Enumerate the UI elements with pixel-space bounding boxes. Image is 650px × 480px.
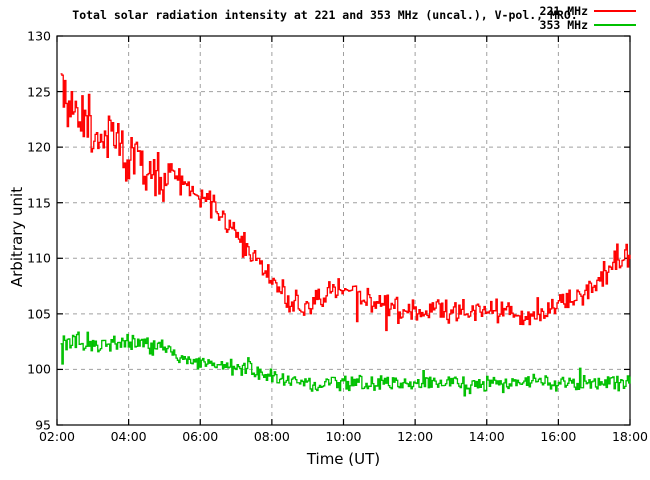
plot-border	[56, 35, 631, 426]
x-tick-label: 12:00	[397, 429, 434, 444]
chart-title: Total solar radiation intensity at 221 a…	[72, 8, 578, 22]
x-tick-label: 16:00	[540, 429, 577, 444]
grid-lines	[57, 36, 630, 425]
x-axis-label: Time (UT)	[306, 450, 381, 468]
legend-label-353: 353 MHz	[539, 18, 588, 32]
y-tick-label: 105	[27, 306, 51, 322]
legend-swatch-353	[594, 24, 636, 26]
x-tick-label: 06:00	[182, 429, 219, 444]
y-tick-label: 125	[27, 84, 51, 100]
legend-swatch-221	[594, 10, 636, 12]
legend-label-221: 221 MHz	[539, 4, 588, 18]
y-tick-label: 115	[27, 195, 51, 211]
x-tick-label: 02:00	[38, 429, 76, 444]
legend-entry-221: 221 MHz	[540, 4, 636, 18]
x-tick-label: 10:00	[325, 429, 362, 444]
chart-legend: 221 MHz 353 MHz	[534, 2, 642, 35]
y-tick-label: 110	[27, 250, 51, 266]
y-tick-label: 100	[27, 361, 51, 377]
data-series	[60, 73, 631, 397]
x-tick-label: 08:00	[253, 429, 290, 444]
legend-entry-353: 353 MHz	[540, 18, 636, 32]
x-tick-label: 18:00	[611, 429, 649, 444]
y-tick-label: 120	[27, 139, 51, 155]
x-tick-label: 14:00	[468, 429, 505, 444]
y-tick-label: 130	[27, 28, 51, 44]
y-tick-label: 95	[35, 417, 51, 433]
x-tick-label: 04:00	[110, 429, 147, 444]
